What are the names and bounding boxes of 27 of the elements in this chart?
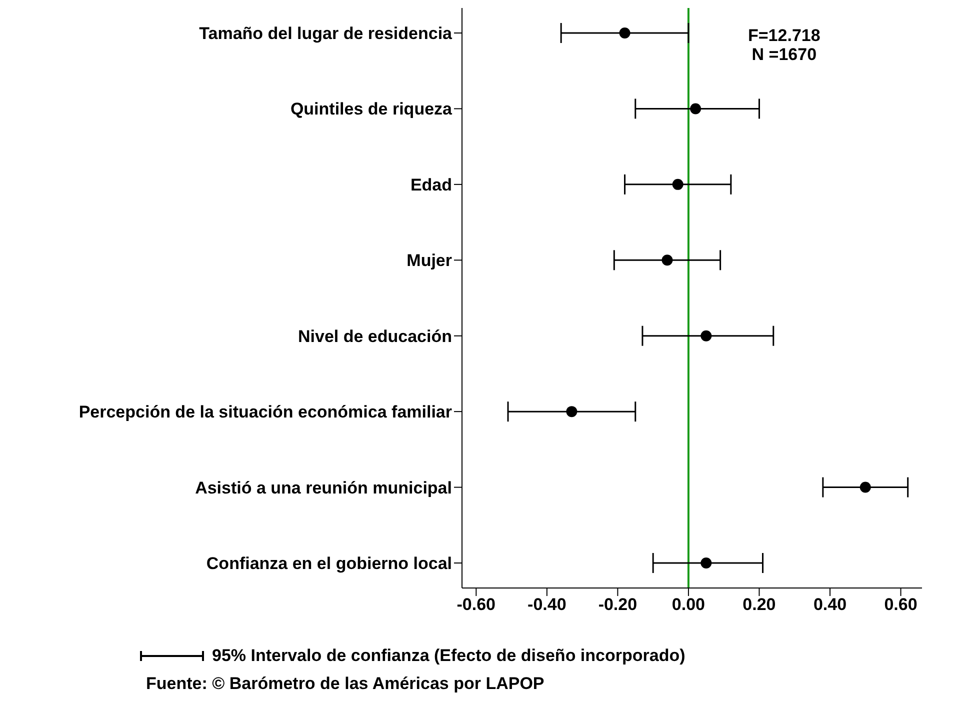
- x-tick-label: 0.20: [742, 595, 776, 614]
- x-tick-label: -0.20: [598, 595, 638, 614]
- x-tick-label: -0.40: [528, 595, 566, 614]
- source-note: Fuente: © Barómetro de las Américas por LAPOP: [146, 674, 546, 694]
- text: 95% Intervalo de confianza (Efecto de diseño incorporado): [212, 646, 686, 666]
- x-tick-label: 0.00: [672, 595, 706, 614]
- y-tick-label: Nivel de educación: [298, 326, 452, 346]
- y-tick-label: Confianza en el gobierno local: [206, 554, 452, 574]
- point: [672, 178, 684, 190]
- point: [662, 254, 673, 266]
- y-tick-label: Percepción de la situación económica familiar: [78, 402, 452, 422]
- point: [700, 330, 712, 342]
- annotation: F=12.718: [748, 26, 820, 45]
- y-tick-label: Edad: [410, 175, 452, 194]
- x-tick-label: 0.40: [813, 595, 847, 614]
- y-tick-label: Asistió a una reunión municipal: [195, 478, 452, 498]
- y-tick-label: Quintiles de riqueza: [290, 100, 453, 119]
- point: [619, 28, 630, 38]
- x-tick-label: -0.60: [456, 595, 496, 614]
- annotation: N =1670: [750, 45, 818, 64]
- point: [566, 406, 578, 418]
- y-tick-label: Tamaño del lugar de residencia: [199, 24, 453, 44]
- point: [690, 103, 702, 114]
- point: [700, 558, 712, 568]
- x-tick-label: 0.60: [884, 595, 918, 614]
- point: [860, 482, 871, 493]
- y-tick-label: Mujer: [406, 251, 452, 270]
